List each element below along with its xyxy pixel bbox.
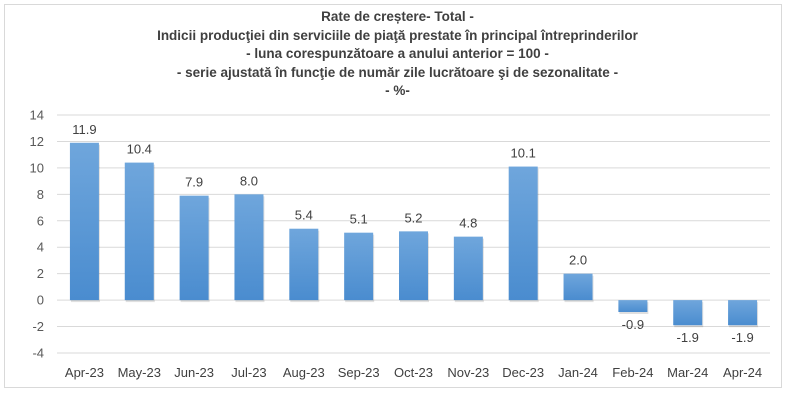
x-tick-label: Apr-24 <box>723 365 762 380</box>
x-tick-label: Oct-23 <box>394 365 433 380</box>
data-label: -1.9 <box>731 330 753 345</box>
x-tick-label: Feb-24 <box>612 365 653 380</box>
y-tick-label: 4 <box>37 240 44 255</box>
bar <box>234 194 264 301</box>
title-line-2: Indicii producţiei din serviciile de pia… <box>157 27 638 43</box>
bar <box>618 300 648 313</box>
title-line-4: - serie ajustată în funcţie de număr zil… <box>176 64 619 80</box>
y-tick-label: 14 <box>30 108 44 123</box>
title-line-1: Rate de creștere- Total - <box>321 9 474 24</box>
bar <box>289 228 319 301</box>
bar <box>453 236 483 301</box>
title-line-5: - %- <box>385 83 410 98</box>
data-label: 7.9 <box>185 175 203 190</box>
x-tick-label: Aug-23 <box>283 365 325 380</box>
x-tick-label: Mar-24 <box>667 365 708 380</box>
bar <box>673 300 703 326</box>
bar <box>124 162 154 301</box>
data-label: 10.1 <box>511 146 536 161</box>
x-tick-label: Jun-23 <box>174 365 214 380</box>
bar <box>179 195 209 301</box>
data-label: 5.4 <box>295 208 313 223</box>
bar <box>508 166 538 301</box>
y-tick-label: 10 <box>30 160 44 175</box>
x-tick-label: Jul-23 <box>231 365 266 380</box>
chart-frame <box>4 4 782 388</box>
y-tick-label: -4 <box>32 346 44 361</box>
x-tick-label: Sep-23 <box>338 365 380 380</box>
data-label: 8.0 <box>240 173 258 188</box>
y-tick-label: 12 <box>30 134 44 149</box>
bar <box>69 142 99 301</box>
y-tick-label: 2 <box>37 266 44 281</box>
y-tick-label: 8 <box>37 187 44 202</box>
data-label: -0.9 <box>622 317 644 332</box>
y-tick-label: 0 <box>37 293 44 308</box>
y-tick-label: -2 <box>32 319 44 334</box>
bar <box>728 300 758 326</box>
bar <box>344 232 374 301</box>
bar <box>563 273 593 301</box>
title-line-3: - luna corespunzătoare a anului anterior… <box>246 46 549 61</box>
x-tick-label: Apr-23 <box>65 365 104 380</box>
data-label: 11.9 <box>72 122 96 137</box>
data-label: 2.0 <box>569 253 587 268</box>
data-label: 10.4 <box>127 142 152 157</box>
x-tick-label: Nov-23 <box>447 365 489 380</box>
x-tick-label: Jan-24 <box>558 365 598 380</box>
y-tick-label: 6 <box>37 213 44 228</box>
x-tick-label: May-23 <box>118 365 161 380</box>
data-label: -1.9 <box>677 330 699 345</box>
bar <box>399 231 428 301</box>
x-tick-label: Dec-23 <box>502 365 544 380</box>
data-label: 5.2 <box>404 210 422 225</box>
chart-title: Rate de creștere- Total - Indicii produc… <box>0 8 795 101</box>
data-label: 4.8 <box>459 216 477 231</box>
data-label: 5.1 <box>350 212 368 227</box>
